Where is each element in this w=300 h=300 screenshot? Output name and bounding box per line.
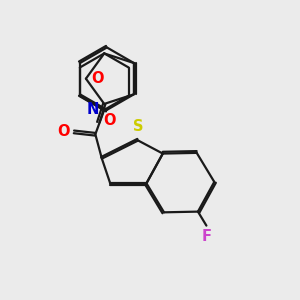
- Text: O: O: [91, 71, 104, 86]
- Text: F: F: [201, 229, 212, 244]
- Text: N: N: [86, 102, 99, 117]
- Text: O: O: [57, 124, 70, 140]
- Text: O: O: [103, 113, 116, 128]
- Text: S: S: [133, 119, 143, 134]
